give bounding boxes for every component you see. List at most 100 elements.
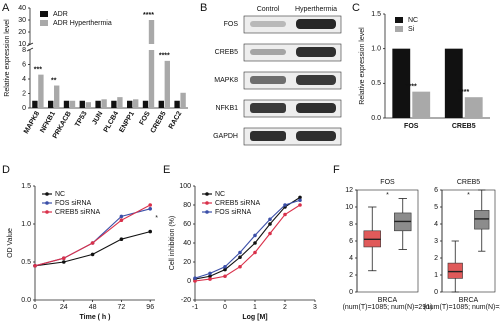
y-tick-label: 0 (349, 289, 353, 296)
series-line (34, 204, 151, 267)
legend-label: ADR (53, 11, 68, 18)
x-tick-label: 3 (313, 304, 317, 311)
axis-break (26, 42, 34, 47)
bar (127, 100, 133, 108)
bar (142, 100, 149, 108)
y-tick-label: 8 (22, 47, 26, 54)
y-tick-label: 2 (349, 272, 353, 279)
blot-row: NFKB1 (215, 105, 238, 112)
x-tick-label: TP53 (74, 110, 88, 128)
annotation: **** (159, 53, 170, 60)
panel-label: B (200, 2, 207, 14)
legend-swatch (395, 26, 403, 32)
y-tick-label: 6 (349, 238, 353, 245)
legend-marker (45, 210, 49, 214)
y-tick-label: 20 (18, 29, 26, 36)
bar (69, 100, 76, 108)
legend-marker (205, 210, 209, 214)
y-tick-label: 30 (18, 17, 26, 24)
bar (111, 100, 117, 108)
x-axis-note: (num(T)=1085; num(N)=291) (343, 304, 433, 311)
box (474, 210, 490, 230)
annotation: **** (406, 83, 417, 90)
bar (158, 100, 164, 108)
y-tick-label: 6 (434, 187, 438, 194)
y-tick-label: 3 (434, 238, 438, 245)
y-tick-label: 5 (434, 204, 438, 211)
x-tick-label: 0 (223, 304, 227, 311)
x-axis-label: BRCA (459, 297, 479, 304)
x-tick-label: FOS (139, 110, 152, 126)
blot-row: CREB5 (215, 49, 238, 56)
series-line (194, 199, 301, 279)
legend-label: FOS siRNA (215, 209, 252, 216)
blot-band (296, 75, 336, 85)
bar (101, 99, 107, 108)
blot-row: MAPK8 (214, 77, 238, 84)
annotation: *** (34, 66, 42, 73)
series-line (34, 231, 151, 267)
y-tick-label: 0 (434, 289, 438, 296)
bar (85, 102, 91, 108)
bar (32, 100, 38, 108)
legend-swatch (40, 11, 48, 17)
blot-band (250, 76, 286, 84)
x-tick-label: JUN (91, 110, 104, 126)
y-tick-label: 1.5 (371, 11, 381, 18)
annotation: * (467, 192, 470, 199)
blot-column: Hyperthermia (295, 6, 337, 13)
x-tick-label: 1 (253, 304, 257, 311)
annotation: **** (143, 12, 154, 19)
panel-label: F (333, 164, 340, 176)
y-tick-label: 4 (22, 76, 26, 83)
y-tick-label: 40 (18, 5, 26, 12)
y-tick-label: 60 (183, 221, 191, 228)
y-tick-label: 80 (183, 202, 191, 209)
blot-band (250, 103, 286, 113)
y-tick-label: 0.0 (371, 115, 381, 122)
x-tick-label: RAC2 (168, 110, 184, 130)
legend-marker (45, 192, 49, 196)
blot-band (250, 131, 286, 141)
x-tick-label: MAPK8 (23, 110, 41, 135)
bar (148, 20, 155, 44)
y-tick-label: 2 (22, 90, 26, 97)
blot-row: FOS (224, 21, 239, 28)
bar (412, 91, 431, 118)
annotation: * (386, 192, 389, 199)
legend-label: NC (215, 191, 225, 198)
y-axis-label: Cell inhibition (%) (169, 216, 176, 270)
y-tick-label: 2 (434, 255, 438, 262)
y-tick-label: 1 (434, 272, 438, 279)
bar (38, 74, 44, 108)
chart-title: FOS (380, 179, 395, 186)
blot-band (250, 21, 286, 27)
legend-label: NC (408, 17, 418, 24)
legend-label: CREB5 siRNA (215, 200, 260, 207)
bar (464, 97, 483, 118)
blot-band (296, 103, 336, 113)
bar (174, 100, 180, 108)
panel-label: A (2, 2, 10, 14)
x-tick-label: 24 (60, 304, 68, 311)
chart-title: CREB5 (457, 179, 480, 186)
box (447, 262, 463, 279)
blot-band (296, 19, 336, 29)
legend-swatch (395, 17, 403, 23)
bar (48, 100, 54, 108)
plot-frame (441, 189, 496, 293)
legend-marker (205, 201, 209, 205)
series-line (194, 196, 301, 280)
blot-band (250, 49, 286, 55)
legend-marker (205, 192, 209, 196)
y-tick-label: 8 (349, 221, 353, 228)
plot-frame (356, 189, 419, 293)
bar (117, 97, 123, 108)
x-axis-label: BRCA (378, 297, 398, 304)
blot-band (296, 47, 336, 57)
blot-band (296, 131, 336, 141)
x-tick-label: CREB5 (452, 123, 476, 130)
y-axis-label: Relative expression level (359, 27, 366, 105)
marker (193, 276, 197, 280)
